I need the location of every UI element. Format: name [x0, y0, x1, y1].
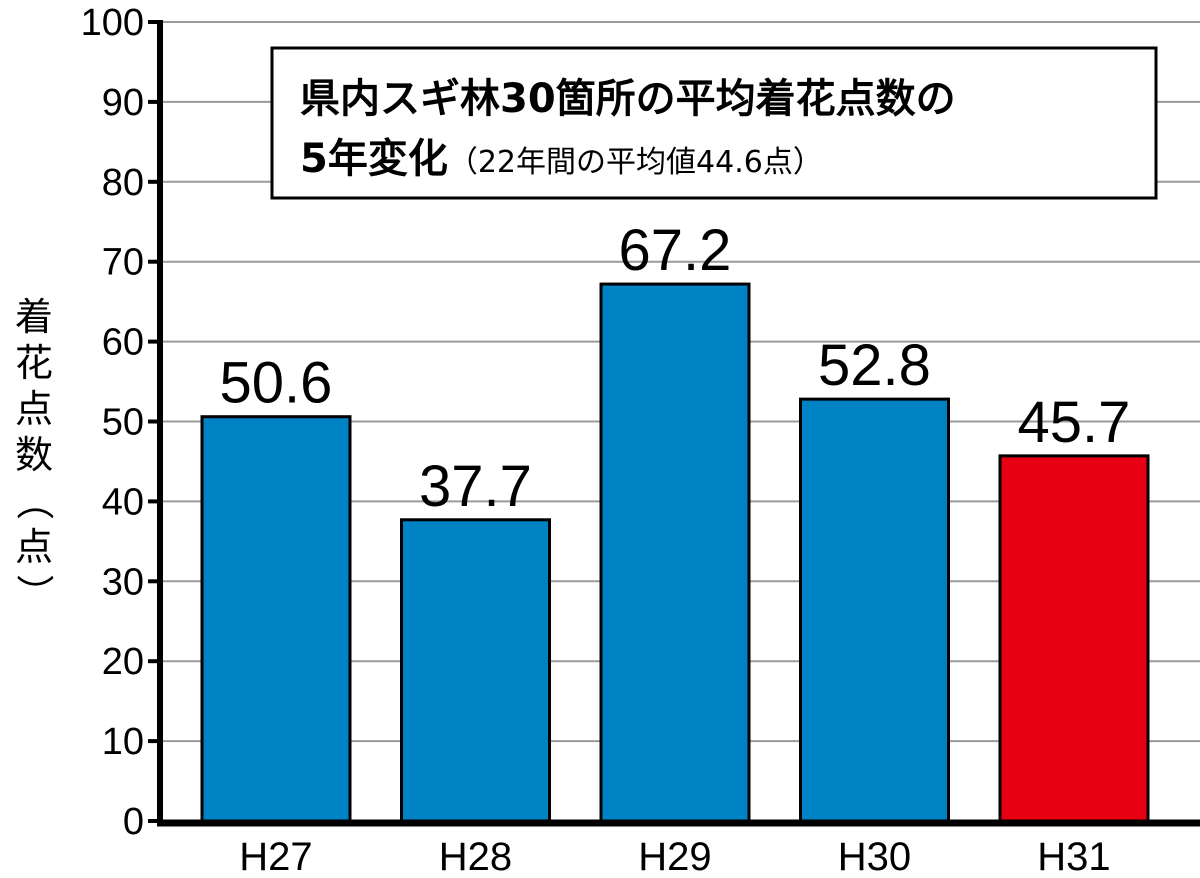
y-tick-label: 100 — [81, 2, 144, 44]
y-axis-title-char: 着 — [15, 295, 53, 339]
y-axis-title-char: 数 — [15, 433, 53, 477]
y-tick-label: 90 — [102, 82, 144, 124]
x-category-H30: H30 — [838, 835, 911, 878]
y-tick-label: 10 — [102, 721, 144, 763]
bars — [200, 282, 1150, 823]
y-axis-title-char: （ — [12, 482, 56, 520]
x-category-H27: H27 — [239, 835, 312, 878]
x-category-H29: H29 — [638, 835, 711, 878]
title-box: 県内スギ林30箇所の平均着花点数の 5年変化（22年間の平均値44.6点） — [270, 46, 1158, 200]
value-label-H30: 52.8 — [818, 333, 931, 398]
y-tick-label: 60 — [102, 322, 144, 364]
y-axis-title: 着花点数（点） — [12, 295, 56, 612]
y-axis-title-char: ） — [12, 574, 56, 612]
chart-title-line2: 5年変化（22年間の平均値44.6点） — [300, 136, 823, 182]
y-tick-label: 80 — [102, 162, 144, 204]
value-label-H31: 45.7 — [1018, 390, 1131, 455]
bar-H28 — [400, 518, 551, 823]
value-label-H28: 37.7 — [419, 454, 532, 519]
bar-H29 — [599, 282, 751, 823]
chart-subtitle: （22年間の平均値44.6点） — [448, 145, 823, 180]
x-category-H31: H31 — [1037, 835, 1110, 878]
y-tick-label: 20 — [102, 641, 144, 683]
y-axis-title-char: 点 — [15, 525, 53, 569]
value-labels: 50.6 37.7 67.2 52.8 45.7 — [220, 218, 1131, 519]
chart-title-line2-main: 5年変化 — [300, 136, 448, 182]
bar-H31 — [998, 454, 1150, 823]
y-tick-label: 0 — [123, 801, 144, 843]
y-axis-title-char: 花 — [15, 341, 53, 385]
x-axis-categories: H27 H28 H29 H30 H31 — [239, 835, 1110, 878]
title-box-frame — [270, 46, 1158, 200]
y-tick-label: 40 — [102, 481, 144, 523]
y-tick-label: 70 — [102, 242, 144, 284]
y-axis-title-char: 点 — [15, 387, 53, 431]
bar-H30 — [799, 397, 950, 823]
y-tick-label: 50 — [102, 402, 144, 444]
y-axis-ticks: 0 10 20 30 40 50 60 70 80 90 100 — [81, 2, 160, 843]
x-category-H28: H28 — [439, 835, 512, 878]
bar-H27 — [200, 415, 352, 823]
value-label-H29: 67.2 — [619, 218, 732, 283]
chart-title: 県内スギ林30箇所の平均着花点数の — [300, 76, 956, 122]
y-tick-label: 30 — [102, 561, 144, 603]
value-label-H27: 50.6 — [220, 351, 333, 416]
